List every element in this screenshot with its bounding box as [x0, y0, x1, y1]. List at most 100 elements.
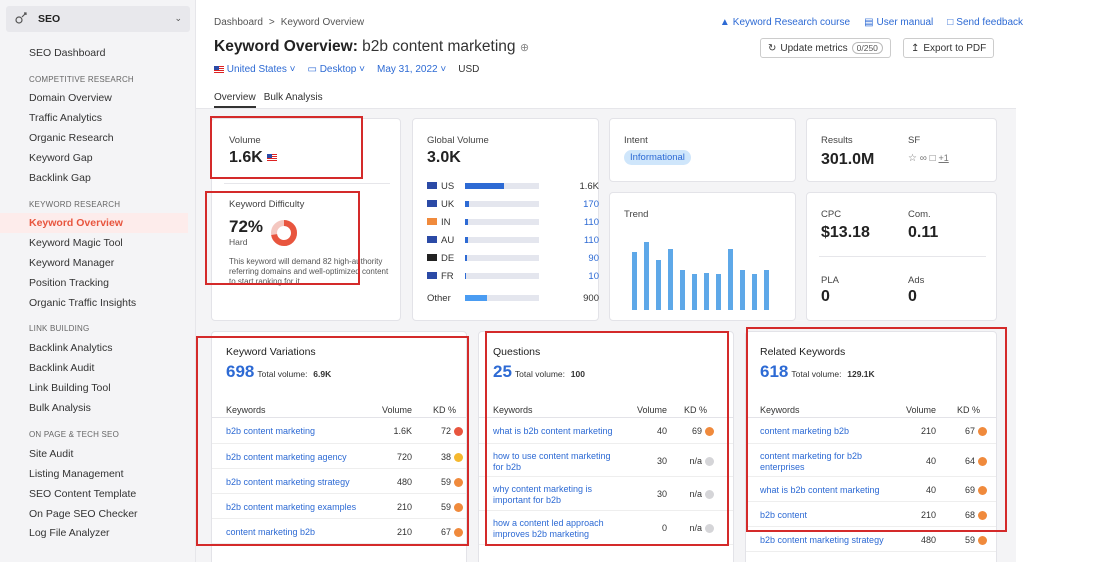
sidebar-item-organic-traffic-insights[interactable]: Organic Traffic Insights [29, 297, 137, 309]
table-count-number[interactable]: 618 [760, 362, 789, 381]
device-select[interactable]: ▭ Desktop ˅ [307, 64, 365, 75]
keyword-kd: n/a [689, 489, 702, 499]
table-count-number[interactable]: 25 [493, 362, 512, 381]
keyword-link[interactable]: content marketing for b2b enterprises [760, 451, 863, 472]
export-pdf-label: Export to PDF [923, 42, 987, 54]
country-volume-value[interactable]: 10 [588, 271, 599, 282]
filter-bar: United States ˅ ▭ Desktop ˅ May 31, 2022… [214, 64, 479, 75]
keyword-link[interactable]: b2b content marketing strategy [226, 477, 350, 487]
keyword-volume: 1.6K [393, 426, 412, 436]
feedback-link[interactable]: □ Send feedback [947, 17, 1023, 28]
cpc-card: CPC $13.18 Com. 0.11 PLA 0 Ads 0 [806, 192, 997, 321]
sidebar-item-site-audit[interactable]: Site Audit [29, 448, 74, 460]
sidebar-item-link-building-tool[interactable]: Link Building Tool [29, 382, 111, 394]
sidebar-toolkit-label: SEO [38, 13, 61, 25]
sidebar: SEO ⌄ SEO Dashboard COMPETITIVE RESEARCH D… [0, 0, 196, 562]
trend-bar [656, 259, 661, 310]
country-volume-value[interactable]: 110 [583, 235, 599, 246]
sidebar-item-backlink-audit[interactable]: Backlink Audit [29, 362, 95, 374]
kd-indicator-dot [454, 427, 463, 436]
tab-bulk-analysis[interactable]: Bulk Analysis [263, 92, 323, 103]
manual-link[interactable]: ▤ User manual [864, 17, 933, 28]
keyword-link[interactable]: b2b content marketing strategy [760, 535, 884, 545]
sidebar-section-heading: LINK BUILDING [29, 324, 90, 333]
country-volume-value[interactable]: 170 [583, 199, 599, 210]
keyword-link[interactable]: b2b content [760, 510, 808, 520]
sidebar-item-position-tracking[interactable]: Position Tracking [29, 277, 109, 289]
total-volume-value: 6.9K [313, 369, 332, 379]
country-volume-value[interactable]: 90 [588, 253, 599, 264]
keyword-link[interactable]: b2b content marketing [226, 426, 316, 436]
keyword-link[interactable]: how to use content marketing for b2b [493, 451, 611, 472]
sidebar-item-domain-overview[interactable]: Domain Overview [29, 92, 112, 104]
sidebar-item-keyword-magic-tool[interactable]: Keyword Magic Tool [29, 237, 123, 249]
sidebar-item-keyword-gap[interactable]: Keyword Gap [29, 152, 93, 164]
volume-bar-fill [465, 183, 505, 189]
refresh-icon: ↻ [768, 42, 777, 54]
sidebar-item-bulk-analysis[interactable]: Bulk Analysis [29, 402, 91, 414]
sidebar-toolkit-switcher[interactable]: SEO ⌄ [6, 6, 190, 32]
course-link-label: Keyword Research course [732, 17, 851, 28]
col-volume[interactable]: Volume [905, 405, 936, 415]
kd-donut-fill [271, 220, 297, 246]
sidebar-item-listing-management[interactable]: Listing Management [29, 468, 124, 480]
trend-bar [644, 241, 649, 310]
kd-indicator-dot [454, 503, 463, 512]
keyword-link[interactable]: how a content led approach improves b2b … [493, 518, 604, 539]
volume-kd-card: Volume 1.6K Keyword Difficulty 72% Hard … [211, 118, 401, 321]
export-pdf-button[interactable]: ↥ Export to PDF [903, 38, 995, 58]
table-count-number[interactable]: 698 [226, 362, 255, 381]
info-icon[interactable]: ⊕ [519, 42, 530, 54]
col-kd[interactable]: KD % [684, 405, 708, 415]
col-volume[interactable]: Volume [636, 405, 667, 415]
other-bar-track [465, 295, 539, 301]
sidebar-item-on-page-seo-checker[interactable]: On Page SEO Checker [29, 508, 138, 520]
keyword-link[interactable]: content marketing b2b [226, 527, 316, 537]
sidebar-item-traffic-analytics[interactable]: Traffic Analytics [29, 112, 102, 124]
kd-donut-chart [271, 220, 297, 246]
keyword-link[interactable]: content marketing b2b [760, 426, 850, 436]
sidebar-item-seo-dashboard[interactable]: SEO Dashboard [29, 47, 106, 59]
keyword-link[interactable]: b2b content marketing agency [226, 452, 347, 462]
global-volume-value: 3.0K [427, 149, 461, 166]
col-keywords: Keywords [493, 405, 533, 415]
global-volume-other-row: Other 900 [427, 293, 599, 305]
chat-bubble-icon: □ [947, 17, 954, 28]
update-metrics-button[interactable]: ↻ Update metrics 0/250 [760, 38, 891, 58]
col-kd[interactable]: KD % [957, 405, 981, 415]
course-link[interactable]: ▲ Keyword Research course [720, 17, 850, 28]
table-header: Keywords Volume KD % [746, 400, 996, 418]
sf-more-link[interactable]: +1 [938, 153, 949, 163]
keyword-volume: 210 [920, 426, 936, 436]
chevron-down-icon: ˅ [359, 64, 365, 75]
trend-label: Trend [624, 209, 649, 220]
table-title: Related Keywords [760, 346, 846, 358]
breadcrumb-dashboard[interactable]: Dashboard [214, 17, 263, 28]
sidebar-item-log-file-analyzer[interactable]: Log File Analyzer [29, 527, 110, 539]
col-volume[interactable]: Volume [381, 405, 412, 415]
sidebar-item-backlink-gap[interactable]: Backlink Gap [29, 172, 91, 184]
sidebar-item-seo-content-template[interactable]: SEO Content Template [29, 488, 137, 500]
keyword-volume: 30 [656, 489, 667, 499]
country-volume-value[interactable]: 110 [583, 217, 599, 228]
date-select[interactable]: May 31, 2022 ˅ [377, 64, 446, 75]
country-select-label: United States [226, 64, 287, 75]
trend-chart [610, 193, 797, 322]
keyword-link[interactable]: why content marketing is important for b… [493, 484, 593, 505]
volume-bar-fill [465, 237, 468, 243]
keyword-link[interactable]: what is b2b content marketing [760, 485, 880, 495]
kd-indicator-dot [978, 536, 987, 545]
sidebar-item-keyword-overview[interactable]: Keyword Overview [0, 213, 188, 233]
sidebar-item-backlink-analytics[interactable]: Backlink Analytics [29, 342, 113, 354]
keyword-kd: 59 [964, 535, 975, 545]
col-kd[interactable]: KD % [433, 405, 457, 415]
com-label: Com. [908, 209, 931, 220]
sidebar-item-keyword-manager[interactable]: Keyword Manager [29, 257, 115, 269]
keyword-link[interactable]: what is b2b content marketing [493, 426, 613, 436]
keyword-link[interactable]: b2b content marketing examples [226, 502, 357, 512]
update-metrics-label: Update metrics [780, 42, 848, 54]
tab-overview[interactable]: Overview [214, 92, 256, 108]
sidebar-item-organic-research[interactable]: Organic Research [29, 132, 114, 144]
table-row: b2b content marketing strategy 480 59 [212, 469, 466, 494]
country-select[interactable]: United States ˅ [214, 64, 295, 75]
